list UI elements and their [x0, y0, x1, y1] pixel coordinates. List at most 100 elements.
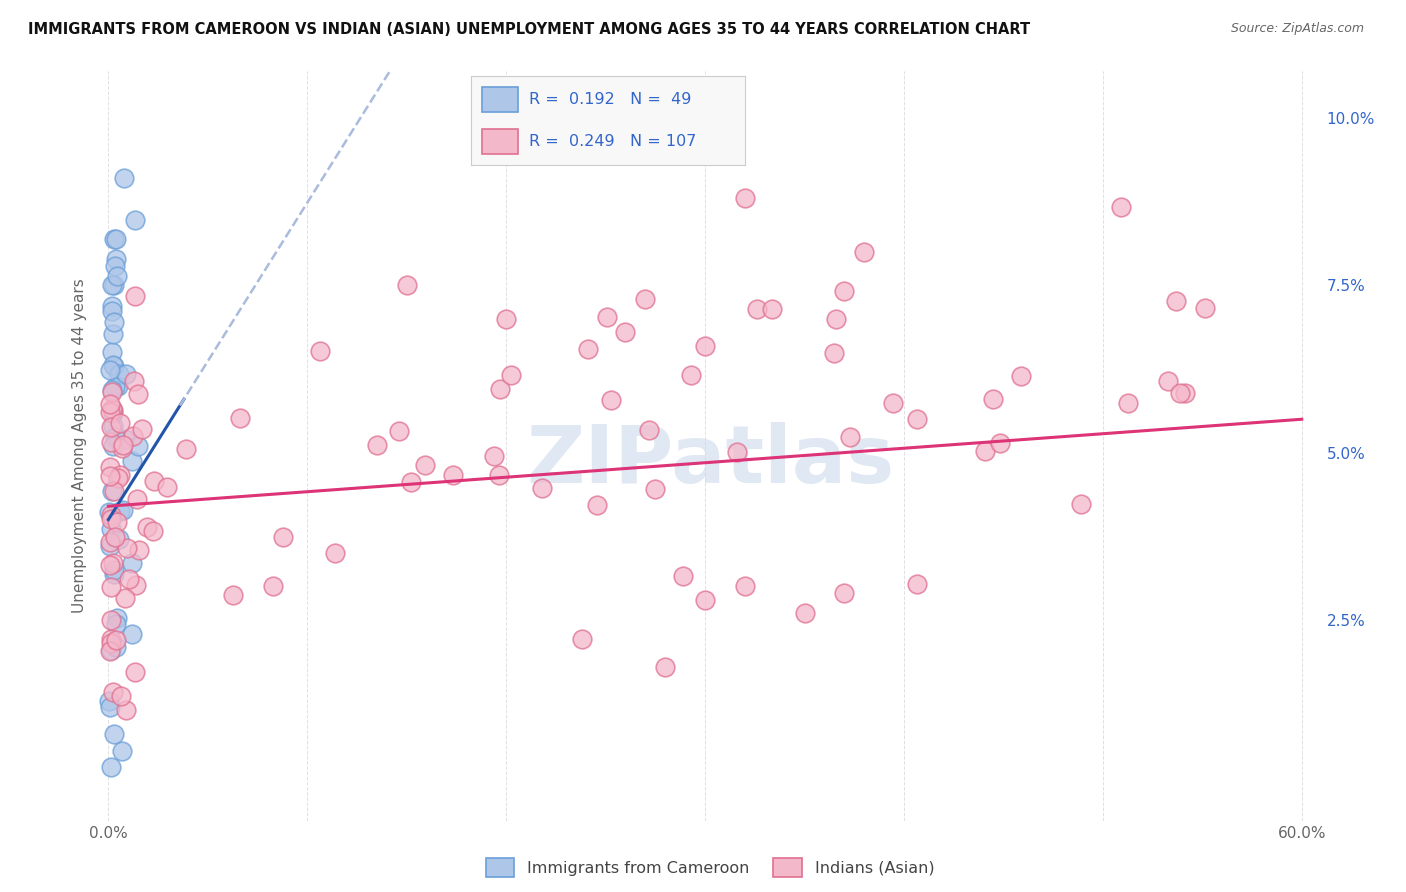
Point [725, 444, 748, 458]
Point [111, 503, 134, 517]
Point [905, 412, 928, 426]
Point [399, 475, 422, 490]
Point [101, 403, 124, 417]
Point [100, 613, 122, 627]
Point [1174, 386, 1197, 401]
Point [128, 543, 150, 558]
Point [853, 244, 876, 259]
Point [614, 325, 637, 339]
Point [1194, 301, 1216, 315]
Point [654, 660, 676, 674]
Point [117, 572, 139, 586]
Point [101, 345, 124, 359]
Point [111, 744, 134, 758]
Point [905, 576, 928, 591]
Point [441, 467, 464, 482]
Point [98, 699, 121, 714]
Point [142, 475, 165, 489]
Point [571, 632, 593, 646]
Point [98, 468, 121, 483]
Point [121, 429, 143, 443]
Point [105, 232, 128, 246]
Point [101, 406, 124, 420]
Point [98, 505, 121, 519]
Point [117, 541, 139, 556]
Point [108, 504, 131, 518]
Point [105, 269, 128, 284]
Point [100, 508, 122, 522]
Point [100, 642, 122, 657]
Point [495, 312, 517, 326]
Point [121, 556, 143, 570]
Point [103, 315, 125, 329]
Point [413, 458, 436, 473]
Point [366, 437, 388, 451]
Point [793, 607, 815, 621]
Point [124, 213, 146, 227]
Point [103, 483, 125, 498]
Point [110, 690, 132, 704]
Point [98, 643, 121, 657]
Point [973, 443, 995, 458]
Point [98, 535, 121, 549]
Point [100, 580, 122, 594]
Point [101, 358, 124, 372]
Point [101, 384, 124, 399]
Point [121, 454, 143, 468]
Point [107, 379, 129, 393]
Point [1166, 293, 1188, 308]
Point [100, 760, 122, 774]
Point [637, 423, 659, 437]
Point [124, 289, 146, 303]
Point [111, 438, 134, 452]
Point [271, 530, 294, 544]
Point [309, 343, 332, 358]
Point [125, 491, 148, 506]
Point [110, 467, 132, 482]
Point [108, 417, 131, 431]
Point [101, 299, 124, 313]
Bar [482, 87, 517, 112]
Point [98, 405, 121, 419]
Point [127, 387, 149, 401]
Point [882, 396, 904, 410]
Point [98, 558, 121, 573]
Point [104, 430, 127, 444]
Point [108, 532, 131, 546]
Point [1109, 200, 1132, 214]
Point [101, 556, 124, 570]
Point [832, 586, 855, 600]
Point [990, 436, 1012, 450]
Bar [482, 129, 517, 154]
Point [103, 684, 125, 698]
Point [576, 343, 599, 357]
Point [100, 512, 122, 526]
Point [100, 435, 122, 450]
Point [98, 363, 121, 377]
Point [1010, 368, 1032, 383]
Point [103, 566, 125, 581]
Point [156, 480, 179, 494]
Point [125, 578, 148, 592]
Point [100, 304, 122, 318]
Point [98, 539, 121, 553]
Point [693, 338, 716, 352]
Text: ZIPatlas: ZIPatlas [526, 422, 894, 500]
Point [101, 419, 124, 434]
Text: R =  0.192   N =  49: R = 0.192 N = 49 [529, 92, 690, 106]
Point [98, 694, 121, 708]
Point [100, 522, 122, 536]
Point [101, 402, 124, 417]
Point [107, 611, 129, 625]
Point [103, 726, 125, 740]
Point [98, 397, 121, 411]
Point [531, 481, 554, 495]
Point [101, 439, 124, 453]
Point [114, 432, 136, 446]
Point [105, 252, 128, 266]
Point [127, 439, 149, 453]
Point [101, 383, 124, 397]
Point [823, 345, 845, 359]
Y-axis label: Unemployment Among Ages 35 to 44 years: Unemployment Among Ages 35 to 44 years [72, 278, 87, 614]
Text: Source: ZipAtlas.com: Source: ZipAtlas.com [1230, 22, 1364, 36]
